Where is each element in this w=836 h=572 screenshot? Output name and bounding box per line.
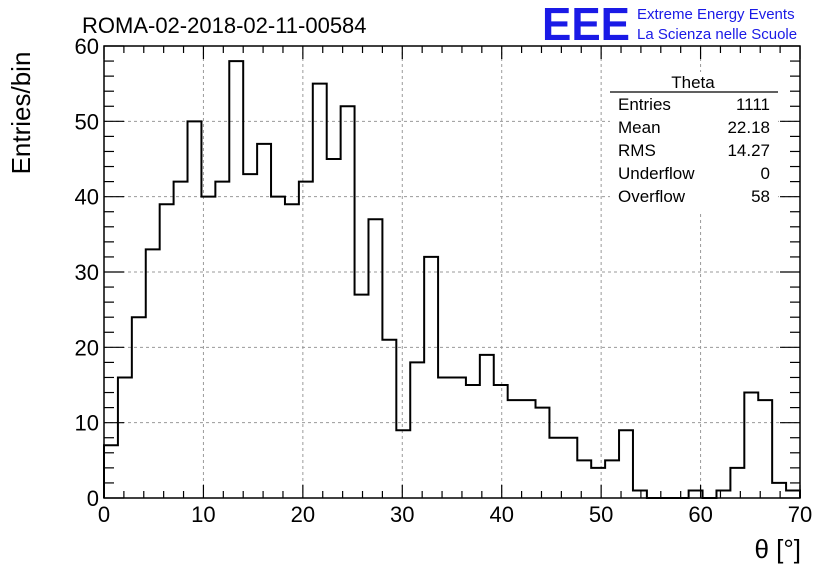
histogram-bin [591,468,605,498]
histogram-bin [772,483,786,498]
x-tick-label: 10 [191,502,215,527]
histogram-bin [452,377,466,498]
histogram-bin [480,355,494,498]
stats-rms-value: 14.27 [727,141,770,160]
histogram-bin [619,430,633,498]
histogram-bin [730,468,744,498]
histogram-bin [744,393,758,498]
histogram-bin [285,204,299,498]
histogram-bin [633,490,647,498]
y-tick-label: 30 [75,260,99,285]
y-tick-label: 40 [75,185,99,210]
stats-underflow-value: 0 [761,164,770,183]
stats-title: Theta [671,73,715,92]
histogram-bin [466,385,480,498]
x-tick-label: 70 [788,502,812,527]
histogram-bin [299,182,313,498]
histogram-bin [396,430,410,498]
y-tick-label: 50 [75,109,99,134]
stats-mean-label: Mean [618,118,661,137]
histogram-bin [229,61,243,498]
histogram-bin [438,377,452,498]
stats-underflow-label: Underflow [618,164,695,183]
histogram-bin [146,249,160,498]
histogram-bin [522,400,536,498]
histogram-bin [160,204,174,498]
x-tick-label: 30 [390,502,414,527]
axis-ticks [103,45,801,499]
x-tick-label: 40 [489,502,513,527]
histogram-bin [494,385,508,498]
y-axis-label: Entries/bin [6,52,36,175]
histogram-bin [313,84,327,498]
stats-box-background [610,72,778,212]
histogram-outline [103,60,801,499]
stats-rms-label: RMS [618,141,656,160]
histogram-bin [424,257,438,498]
logo-line-2: La Scienza nelle Scuole [637,26,797,43]
y-tick-label: 60 [75,34,99,59]
histogram-bin [605,460,619,498]
histogram-bin [508,400,522,498]
x-tick-label: 50 [589,502,613,527]
histogram-bin [132,317,146,498]
histogram-bin [215,182,229,498]
histogram-bin [536,408,550,498]
stats-overflow-value: 58 [751,187,770,206]
histogram-bin [368,219,382,498]
stats-overflow-label: Overflow [618,187,686,206]
histogram-bin [577,460,591,498]
histogram-bin [327,159,341,498]
histogram-bin [549,438,563,498]
x-tick-label: 60 [688,502,712,527]
eee-logo-mark: EEE [542,0,630,50]
histogram-bin [410,362,424,498]
x-tick-label: 0 [98,502,110,527]
stats-box: Theta Entries 1111 Mean 22.18 RMS 14.27 … [610,72,778,212]
histogram-bin [716,490,730,498]
stats-mean-value: 22.18 [727,118,770,137]
histogram-bin [118,377,132,498]
histogram-bin [243,174,257,498]
y-tick-label: 10 [75,411,99,436]
y-tick-label: 20 [75,335,99,360]
histogram-bin [758,400,772,498]
x-tick-labels: 0 10 20 30 40 50 60 70 [98,502,812,527]
eee-logo: EEE Extreme Energy Events La Scienza nel… [542,0,797,50]
logo-line-1: Extreme Energy Events [637,6,795,23]
histogram-bin [355,295,369,498]
x-axis-label: θ [°] [754,534,801,564]
x-tick-label: 20 [291,502,315,527]
histogram-bin [188,121,202,498]
grid-lines [104,46,800,498]
histogram-bin [382,340,396,498]
histogram-bin [563,438,577,498]
histogram-bin [786,490,800,498]
stats-entries-label: Entries [618,95,671,114]
y-tick-labels: 0 10 20 30 40 50 60 [75,34,99,511]
chart-title: ROMA-02-2018-02-11-00584 [82,13,367,38]
y-tick-label: 0 [87,486,99,511]
histogram-bin [341,106,355,498]
histogram-bin [174,182,188,498]
stats-entries-value: 1111 [736,95,770,114]
